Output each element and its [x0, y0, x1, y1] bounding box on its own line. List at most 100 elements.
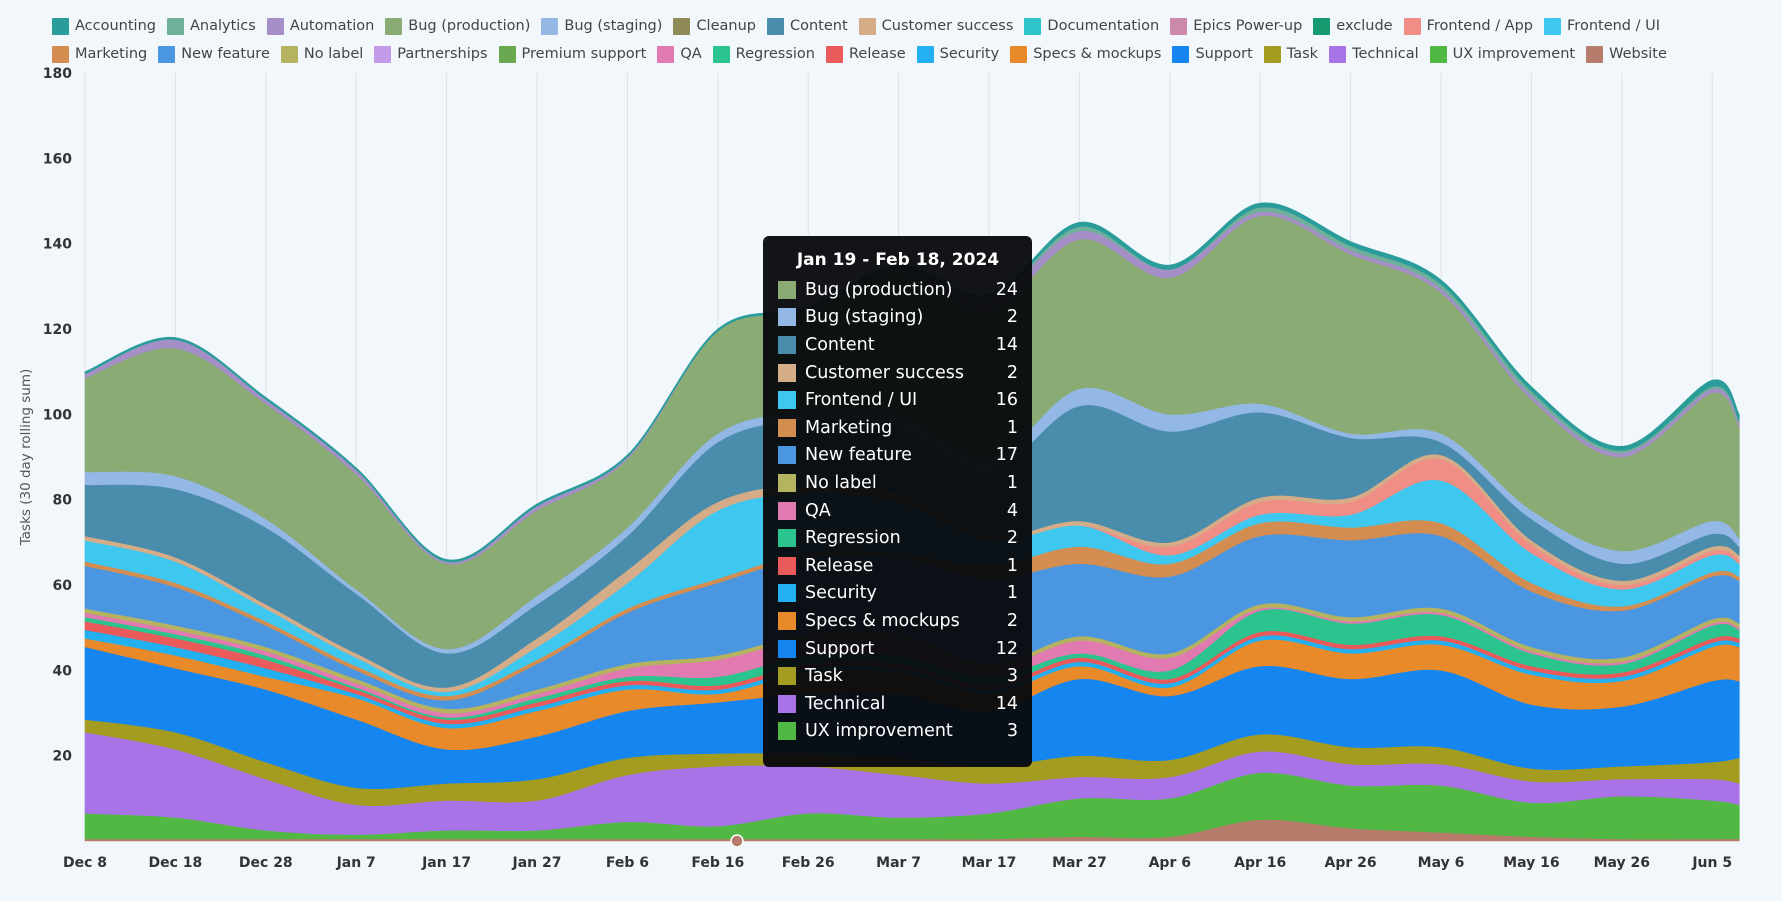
tooltip-row: Content 14 [778, 331, 1018, 359]
tooltip-label: Support [805, 638, 875, 659]
legend-item[interactable]: Documentation [1024, 17, 1159, 35]
tooltip-row: Release 1 [778, 552, 1018, 580]
legend-label: Content [789, 18, 848, 34]
legend-label: Bug (production) [408, 18, 531, 34]
legend-item[interactable]: Task [1263, 45, 1318, 63]
legend-swatch [498, 45, 516, 63]
legend-item[interactable]: UX improvement [1429, 45, 1575, 63]
legend-swatch [266, 17, 284, 35]
tooltip-value: 2 [1006, 610, 1018, 631]
legend-item[interactable]: Epics Power-up [1170, 17, 1303, 35]
tooltip-label: UX improvement [805, 721, 953, 742]
legend-item[interactable]: No label [280, 45, 363, 63]
x-tick-label: Apr 6 [1149, 855, 1191, 871]
legend-swatch [766, 17, 784, 35]
legend-item[interactable]: Frontend / App [1403, 17, 1533, 35]
tooltip-label: Content [805, 334, 875, 355]
legend-label: Frontend / UI [1567, 18, 1660, 34]
legend-swatch [1172, 45, 1190, 63]
tooltip-value: 3 [1006, 721, 1018, 742]
tooltip-swatch [778, 418, 796, 437]
tooltip-value: 1 [1006, 472, 1018, 493]
tooltip-row: No label 1 [778, 469, 1018, 497]
tooltip-swatch [778, 584, 796, 603]
legend-item[interactable]: Automation [266, 17, 375, 35]
legend-label: Security [939, 46, 1000, 62]
legend-item[interactable]: Content [766, 17, 848, 35]
tooltip-value: 14 [995, 693, 1018, 714]
legend-item[interactable]: Bug (staging) [541, 17, 662, 35]
legend-swatch [52, 45, 69, 63]
legend-swatch [1544, 17, 1562, 35]
legend-row: Marketing New feature No label Partnerships… [52, 40, 1772, 68]
legend-item[interactable]: Regression [712, 45, 815, 63]
legend-swatch [1263, 45, 1281, 63]
legend-item[interactable]: Marketing [52, 45, 147, 63]
legend-swatch [673, 17, 691, 35]
legend-label: Analytics [189, 18, 256, 34]
x-tick-label: Feb 6 [606, 855, 649, 871]
legend-item[interactable]: Release [825, 45, 906, 63]
legend-item[interactable]: Customer success [858, 17, 1014, 35]
legend-label: exclude [1336, 18, 1393, 34]
legend-item[interactable]: Support [1172, 45, 1253, 63]
y-tick-label: 60 [53, 578, 73, 594]
tooltip-swatch [778, 473, 796, 492]
legend-item[interactable]: Accounting [52, 17, 156, 35]
legend-swatch [712, 45, 730, 63]
legend-item[interactable]: Partnerships [374, 45, 488, 63]
x-tick-label: Jun 5 [1691, 855, 1732, 871]
legend-label: New feature [181, 46, 270, 62]
tooltip-swatch [778, 722, 796, 741]
legend-item[interactable]: Website [1586, 45, 1667, 63]
legend-item[interactable]: Specs & mockups [1010, 45, 1162, 63]
tooltip-swatch [778, 667, 796, 686]
legend-label: Automation [289, 18, 375, 34]
tooltip-label: Technical [805, 693, 886, 714]
legend-item[interactable]: Technical [1329, 45, 1419, 63]
tooltip-value: 1 [1006, 583, 1018, 604]
tooltip-label: QA [805, 500, 831, 521]
tooltip-swatch [778, 391, 796, 410]
legend-label: QA [680, 46, 702, 62]
tooltip-value: 2 [1006, 307, 1018, 328]
x-tick-label: Apr 16 [1234, 855, 1286, 871]
x-tick-label: Dec 28 [239, 855, 293, 871]
legend-item[interactable]: Premium support [498, 45, 646, 63]
legend-label: Specs & mockups [1033, 46, 1162, 62]
tooltip-value: 2 [1006, 528, 1018, 549]
tooltip-swatch [778, 694, 796, 713]
x-tick-label: Dec 8 [63, 855, 107, 871]
legend-item[interactable]: QA [657, 45, 702, 63]
legend-swatch [52, 17, 69, 35]
legend-item[interactable]: Bug (production) [385, 17, 531, 35]
y-tick-label: 160 [43, 151, 72, 167]
legend-item[interactable]: Cleanup [673, 17, 756, 35]
legend-label: Customer success [881, 18, 1014, 34]
tooltip-label: Bug (staging) [805, 307, 924, 328]
x-tick-label: Feb 26 [782, 855, 835, 871]
legend-item[interactable]: Frontend / UI [1544, 17, 1660, 35]
legend-swatch [385, 17, 403, 35]
legend-row: Accounting Analytics Automation Bug (produc… [52, 12, 1772, 40]
tooltip-row: Bug (production) 24 [778, 276, 1018, 304]
legend-swatch [1010, 45, 1028, 63]
legend-item[interactable]: exclude [1313, 17, 1393, 35]
tooltip-value: 17 [995, 445, 1018, 466]
y-axis: 20 40 60 80 100 120 140 160 180 [43, 66, 72, 765]
tooltip-label: Security [805, 583, 877, 604]
legend-swatch [166, 17, 184, 35]
tooltip-label: New feature [805, 445, 912, 466]
tooltip-label: Regression [805, 528, 901, 549]
area-accounting[interactable] [84, 202, 1740, 563]
legend-label: Epics Power-up [1193, 18, 1303, 34]
legend-item[interactable]: Analytics [166, 17, 256, 35]
y-tick-label: 80 [53, 493, 73, 509]
legend-item[interactable]: New feature [158, 45, 270, 63]
legend-swatch [1329, 45, 1347, 63]
legend-item[interactable]: Security [916, 45, 1000, 63]
x-tick-label: Apr 26 [1325, 855, 1377, 871]
tooltip-label: Bug (production) [805, 279, 953, 300]
tooltip-row: QA 4 [778, 497, 1018, 525]
tooltip-swatch [778, 308, 796, 327]
